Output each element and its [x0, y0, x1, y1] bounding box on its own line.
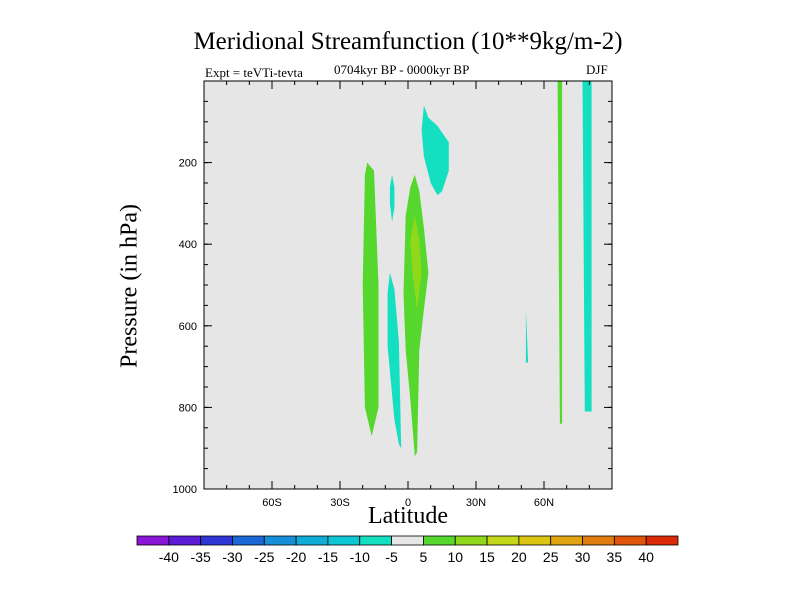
y-tick-label: 200	[179, 158, 197, 170]
region-pos-eq-core	[410, 215, 422, 310]
colorbar-label: -10	[350, 549, 370, 565]
region-pos-66n-column	[557, 81, 563, 424]
colorbar-label: 35	[607, 549, 623, 565]
x-tick-label: 60N	[534, 497, 554, 509]
x-axis-label: Latitude	[368, 503, 448, 529]
colorbar-label: -40	[159, 549, 179, 565]
axis-ticks: 60S 30S 0 30N 60N 200 400 600 800 1000	[173, 81, 612, 509]
colorbar-label: 15	[479, 549, 495, 565]
colorbar-label: 5	[420, 549, 428, 565]
y-tick-label: 400	[179, 239, 197, 251]
colorbar-swatch	[613, 535, 647, 546]
experiment-label: Expt = teVTi-tevta	[205, 65, 303, 80]
colorbar-swatch	[645, 535, 679, 546]
colorbar-swatch	[327, 535, 361, 546]
colorbar-swatch	[263, 535, 297, 546]
colorbar-swatch	[295, 535, 329, 546]
colorbar-swatch	[200, 535, 233, 546]
colorbar-swatch	[168, 535, 202, 546]
colorbar-swatch	[359, 535, 392, 546]
colorbar-label: -5	[385, 549, 398, 565]
colorbar: -40 -35 -30 -25 -20 -15 -10 -5 5 10 15 20 25 30 35 40	[136, 535, 679, 565]
x-tick-label: 0	[405, 497, 411, 509]
y-tick-label: 800	[179, 402, 197, 414]
region-neg-50n-sliver	[525, 309, 529, 363]
y-tick-label: 1000	[173, 484, 197, 496]
colorbar-swatch	[518, 535, 552, 546]
colorbar-label: -15	[318, 549, 338, 565]
colorbar-label: 20	[511, 549, 527, 565]
colorbar-label: 30	[575, 549, 591, 565]
region-pos-20s-column	[362, 162, 379, 436]
colorbar-label: -20	[286, 549, 306, 565]
chart-title: Meridional Streamfunction (10**9kg/m-2)	[193, 28, 623, 55]
colorbar-label: -35	[191, 549, 211, 565]
season-label: DJF	[586, 62, 608, 77]
region-neg-upper-tropics	[421, 105, 449, 196]
colorbar-swatch	[454, 535, 488, 546]
chart-subtitle: 0704kyr BP - 0000kyr BP	[334, 62, 470, 77]
region-neg-78n-column	[582, 81, 592, 412]
region-neg-sh-upper	[389, 174, 395, 222]
colorbar-swatch	[582, 535, 615, 546]
contour-regions	[362, 81, 592, 457]
colorbar-swatch	[136, 535, 170, 546]
colorbar-label: -30	[222, 549, 242, 565]
x-tick-label: 30N	[466, 497, 486, 509]
colorbar-label: 10	[447, 549, 463, 565]
x-tick-label: 60S	[262, 497, 282, 509]
x-tick-label: 30S	[330, 497, 350, 509]
region-pos-eq-column	[403, 174, 429, 457]
colorbar-swatch	[391, 535, 424, 546]
colorbar-label: 25	[543, 549, 559, 565]
colorbar-swatch	[486, 535, 520, 546]
colorbar-label: 40	[638, 549, 654, 565]
region-neg-sh-lower	[387, 272, 402, 449]
colorbar-label: -25	[254, 549, 274, 565]
colorbar-swatch	[232, 535, 265, 546]
y-tick-label: 600	[179, 321, 197, 333]
colorbar-swatch	[423, 535, 456, 546]
colorbar-swatch	[550, 535, 583, 546]
